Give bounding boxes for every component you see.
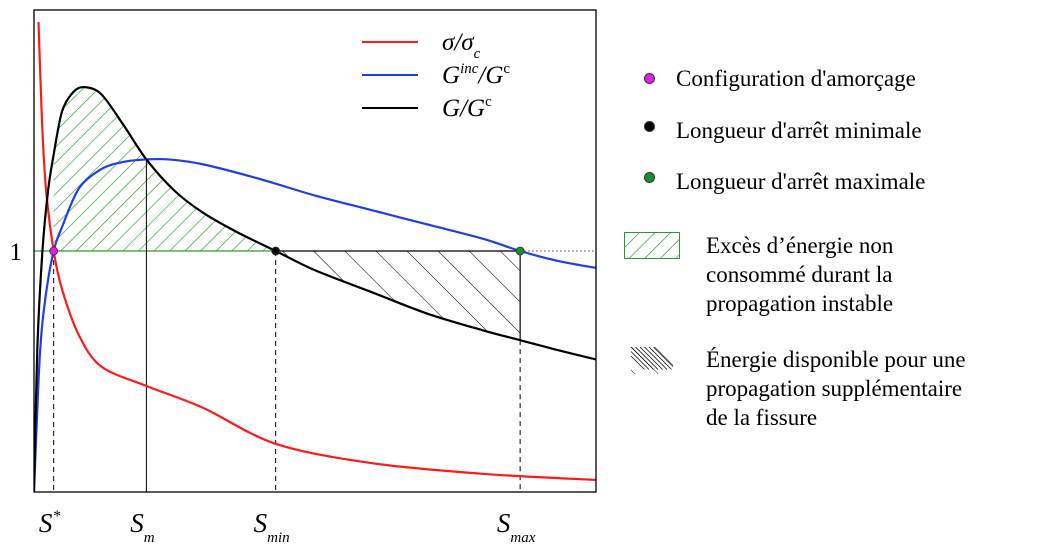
series-line-ginc <box>34 157 596 492</box>
x-tick-label-s_max: Smax <box>497 508 536 545</box>
legend-exces: Excès d’énergie non consommé durant la p… <box>706 231 1046 318</box>
legend-exces-line-1: Excès d’énergie non <box>706 233 894 258</box>
green-hatch-swatch-icon <box>624 232 680 259</box>
plot-frame <box>33 9 597 493</box>
x-tick-label-s_star: S* <box>39 508 61 538</box>
legend-label-ginc: Ginc/Gc <box>442 61 510 89</box>
x-tick-label-s_m: Sm <box>130 508 155 545</box>
series-line-sigma <box>37 22 596 482</box>
legend-marker-arret-min-icon <box>644 121 655 132</box>
legend-disponible-line-2: propagation supplémentaire <box>706 376 963 401</box>
legend-disponible: Énergie disponible pour une propagation … <box>706 345 1046 432</box>
legend-label-g: G/Gc <box>442 94 492 122</box>
legend-marker-amorcage-icon <box>644 73 655 84</box>
marker-arret_min <box>271 246 281 256</box>
legend-label-sigma: σ/σc <box>442 29 481 62</box>
legend-exces-line-2: consommé durant la <box>706 262 893 287</box>
y-tick-label: 1 <box>10 239 23 266</box>
legend-label-arret-max: Longueur d'arrêt maximale <box>676 169 926 194</box>
marker-arret_max <box>515 246 525 256</box>
legend-marker-arret-max-icon <box>644 172 655 183</box>
black-hatch-swatch-icon <box>630 347 674 374</box>
legend-label-arret-min: Longueur d'arrêt minimale <box>676 118 922 143</box>
side-legend: Configuration d'amorçage Longueur d'arrê… <box>610 0 1053 545</box>
excess-energy-region <box>53 87 276 252</box>
available-energy-region <box>275 251 521 341</box>
series-line-g <box>34 85 596 492</box>
x-tick-label-s_min: Smin <box>254 508 290 545</box>
marker-amorcage <box>49 246 59 256</box>
legend-disponible-line-1: Énergie disponible pour une <box>706 347 966 372</box>
legend-exces-line-3: propagation instable <box>706 291 894 316</box>
legend-disponible-line-3: de la fissure <box>706 405 818 430</box>
legend-label-amorcage: Configuration d'amorçage <box>676 66 916 91</box>
